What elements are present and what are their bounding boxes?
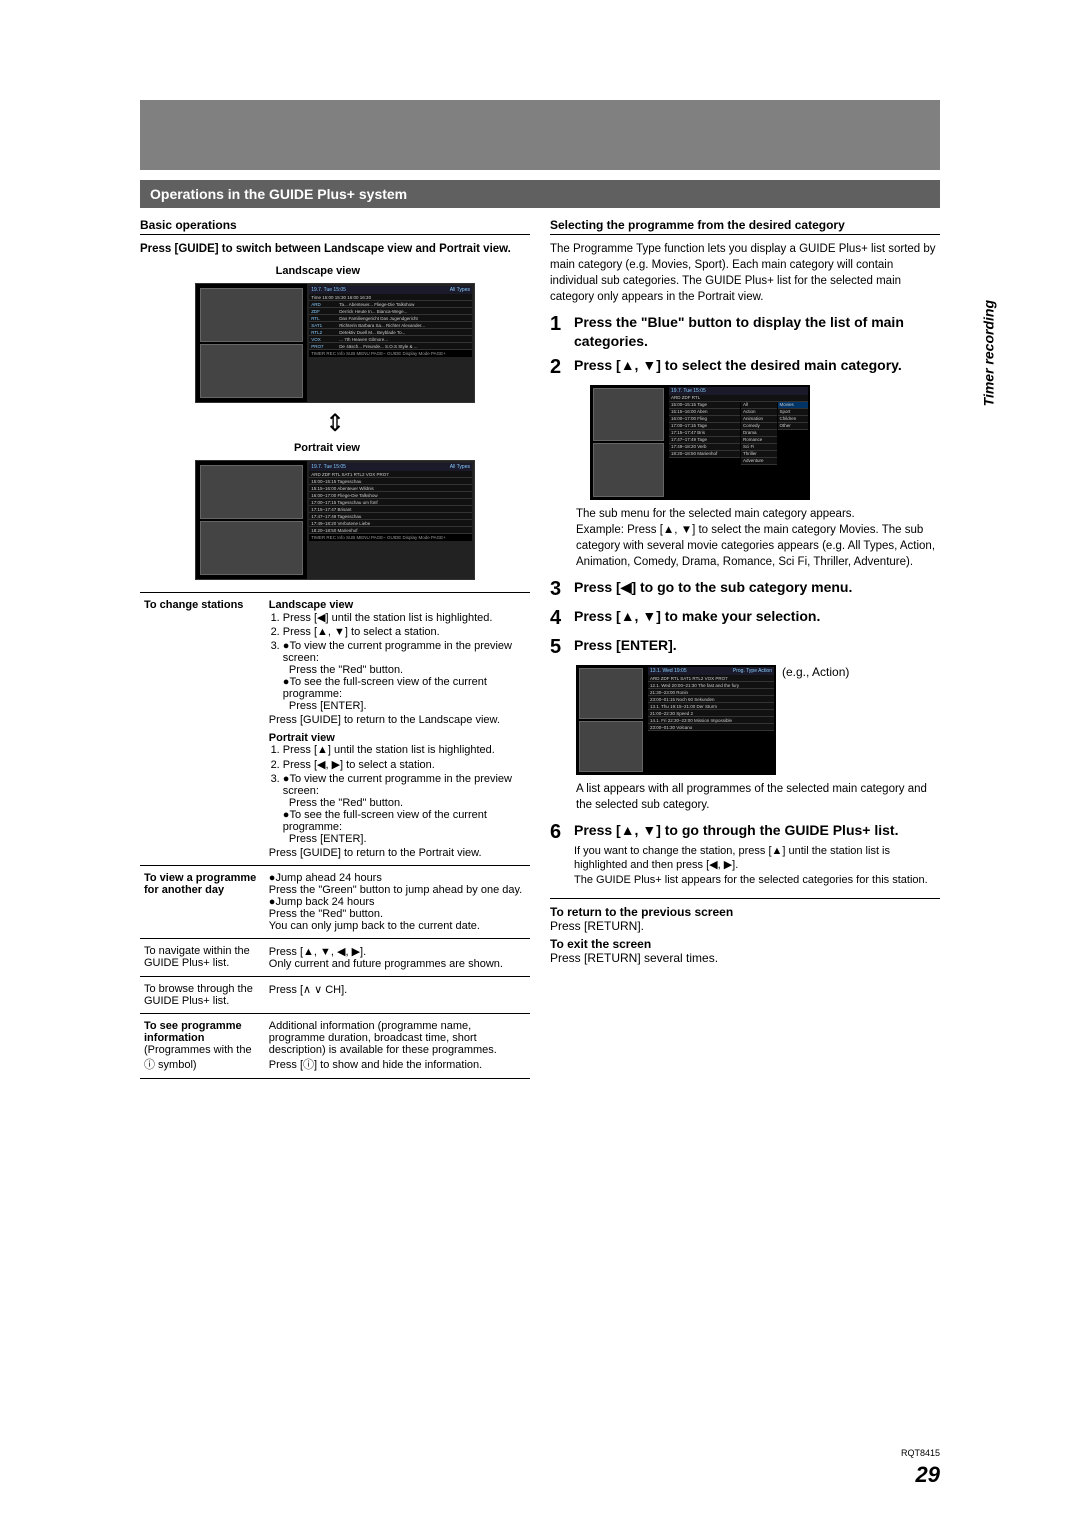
return-section: To return to the previous screen Press […: [550, 898, 940, 965]
page-number: 29: [916, 1462, 940, 1488]
row-label: To see programme information(Programmes …: [140, 1014, 265, 1079]
row-body: Landscape view Press [◀] until the stati…: [265, 593, 530, 866]
table-row: To change stations Landscape view Press …: [140, 593, 530, 866]
step-1: 1Press the "Blue" button to display the …: [550, 313, 940, 349]
eg-action-label: (e.g., Action): [782, 665, 849, 679]
step-5-sub: A list appears with all programmes of th…: [576, 781, 940, 813]
row-body: Additional information (programme name, …: [265, 1014, 530, 1079]
tv-ad: [200, 521, 303, 575]
intro-text: Press [GUIDE] to switch between Landscap…: [140, 241, 530, 257]
table-row: To see programme information(Programmes …: [140, 1014, 530, 1079]
tv-time-row: Time 15:00 15:30 16:00 16:30: [311, 295, 371, 300]
row-label: To browse through the GUIDE Plus+ list.: [140, 977, 265, 1014]
landscape-label: Landscape view: [140, 265, 530, 277]
row-body: Press [▲, ▼, ◀, ▶]. Only current and fut…: [265, 939, 530, 977]
page-content: Operations in the GUIDE Plus+ system Bas…: [0, 0, 1080, 1139]
row-body: Press [∧ ∨ CH].: [265, 977, 530, 1014]
row-body: ●Jump ahead 24 hours Press the "Green" b…: [265, 866, 530, 939]
tv-preview: [200, 465, 303, 519]
step-5: 5Press [ENTER].: [550, 636, 940, 659]
tv-bottom-bar: TIMER REC Info SUB MENU PAGE− GUIDE Disp…: [309, 350, 472, 357]
two-column-layout: Basic operations Press [GUIDE] to switch…: [140, 218, 940, 1079]
tv-progtype: All Types: [450, 287, 470, 293]
landscape-screenshot: 19.7. Tue 15:05 All Types Time 15:00 15:3…: [195, 283, 475, 403]
table-row: To browse through the GUIDE Plus+ list. …: [140, 977, 530, 1014]
tv-date: 19.7. Tue 15:05: [311, 287, 346, 293]
tv-ad: [200, 344, 303, 398]
left-column: Basic operations Press [GUIDE] to switch…: [140, 218, 530, 1079]
row-label: To navigate within the GUIDE Plus+ list.: [140, 939, 265, 977]
table-row: To view a programme for another day ●Jum…: [140, 866, 530, 939]
operations-table: To change stations Landscape view Press …: [140, 592, 530, 1079]
row-label: To change stations: [140, 593, 265, 866]
portrait-label: Portrait view: [140, 442, 530, 454]
step-2-sub: The sub menu for the selected main categ…: [576, 506, 940, 570]
section-header: Operations in the GUIDE Plus+ system: [140, 180, 940, 208]
step-3: 3Press [◀] to go to the sub category men…: [550, 578, 940, 601]
row-label: To view a programme for another day: [140, 866, 265, 939]
document-code: RQT8415: [901, 1448, 940, 1458]
step-4: 4Press [▲, ▼] to make your selection.: [550, 607, 940, 630]
category-screenshot: 19.7. Tue 15:05 ARD ZDF RTL 15:00–15:15 …: [590, 385, 810, 500]
right-column: Selecting the programme from the desired…: [550, 218, 940, 1079]
table-row: To navigate within the GUIDE Plus+ list.…: [140, 939, 530, 977]
updown-arrow-icon: ⇕: [140, 409, 530, 438]
tv-preview: [200, 288, 303, 342]
basic-ops-header: Basic operations: [140, 218, 530, 235]
step-6: 6Press [▲, ▼] to go through the GUIDE Pl…: [550, 821, 940, 888]
action-screenshot: 13.1. Wed 19:05Prog. Type Action ARD ZDF…: [576, 665, 776, 775]
select-intro: The Programme Type function lets you dis…: [550, 241, 940, 305]
step-2: 2Press [▲, ▼] to select the desired main…: [550, 356, 940, 379]
side-tab-label: Timer recording: [980, 300, 996, 406]
portrait-screenshot: 19.7. Tue 15:05All Types ARD ZDF RTL SAT…: [195, 460, 475, 580]
select-category-header: Selecting the programme from the desired…: [550, 218, 940, 235]
